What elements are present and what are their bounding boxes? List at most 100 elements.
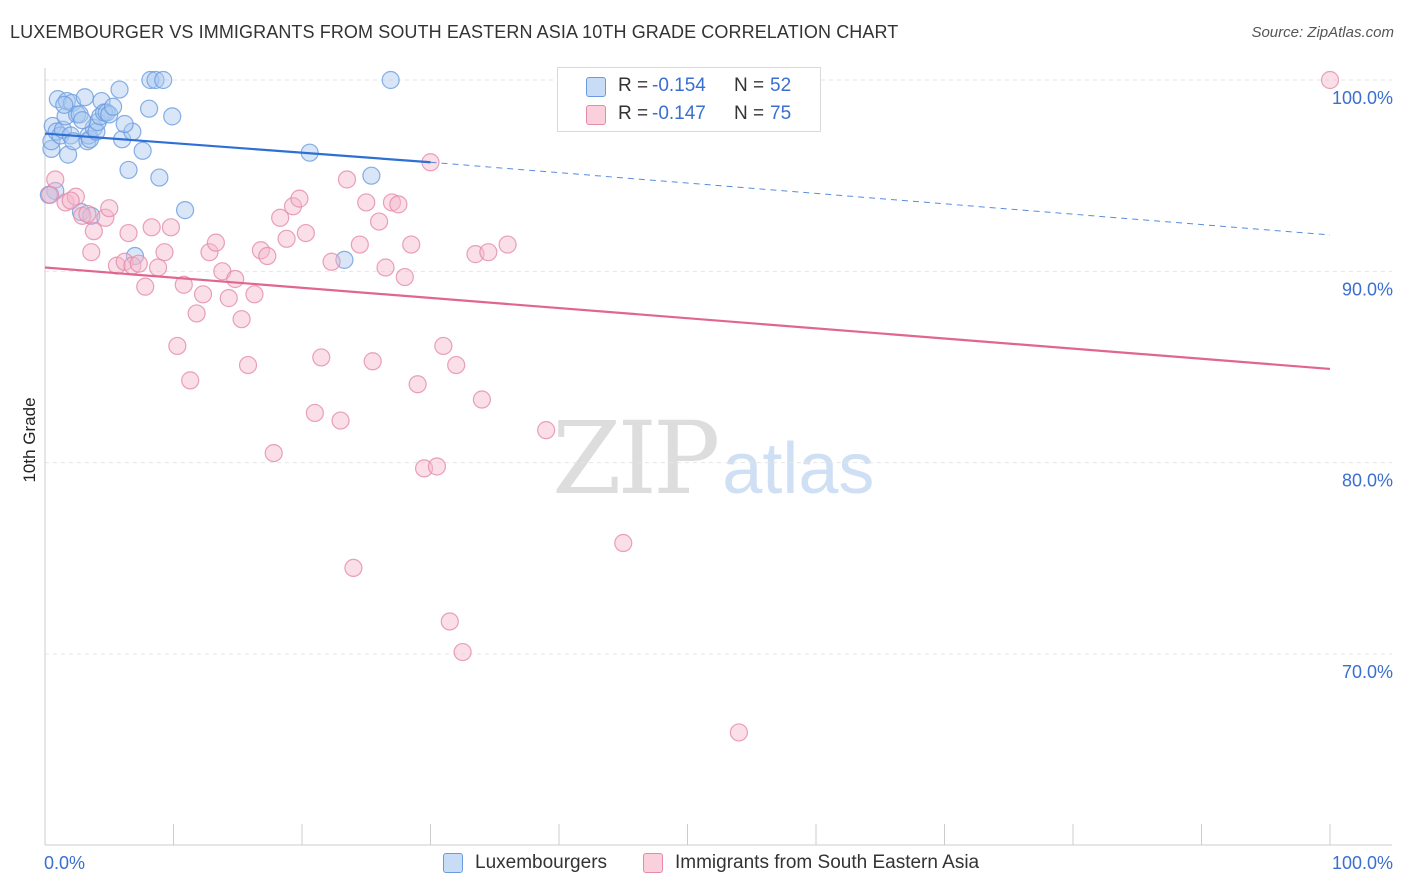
- legend-n-value: 75: [770, 103, 792, 124]
- immigrant-point: [370, 212, 389, 231]
- luxembourger-point: [42, 132, 61, 151]
- immigrant-point: [277, 229, 296, 248]
- immigrant-point: [84, 222, 103, 241]
- immigrant-point: [100, 199, 119, 218]
- luxembourger-point: [75, 88, 94, 107]
- stats-legend: R = -0.154 N = 52 R = -0.147 N = 75: [557, 67, 821, 132]
- luxembourger-point: [59, 145, 78, 164]
- luxembourger-point: [141, 70, 160, 90]
- legend-row-luxembourgers: R = -0.154 N = 52: [558, 72, 820, 100]
- immigrant-trend-line: [44, 266, 1331, 371]
- chart-title: LUXEMBOURGER VS IMMIGRANTS FROM SOUTH EA…: [10, 22, 899, 42]
- y-tick-label: 80.0%: [1342, 471, 1393, 491]
- immigrant-point: [206, 233, 226, 252]
- immigrant-point: [408, 375, 427, 394]
- y-axis-label: 10th Grade: [20, 397, 39, 483]
- luxembourger-point: [73, 111, 92, 130]
- legend-r-value: -0.147: [652, 103, 706, 124]
- luxembourger-point: [381, 70, 400, 90]
- immigrant-point: [357, 193, 376, 212]
- watermark-zip: ZIP: [552, 400, 720, 517]
- y-tick-label: 100.0%: [1332, 88, 1393, 108]
- immigrant-point: [331, 411, 350, 430]
- luxembourger-point: [139, 99, 159, 118]
- immigrant-point: [537, 421, 556, 440]
- bottom-legend-swatch-blue: [443, 853, 463, 873]
- legend-r-value: -0.154: [652, 75, 706, 96]
- luxembourger-point: [175, 201, 195, 220]
- source-label: Source: ZipAtlas.com: [1251, 24, 1394, 41]
- immigrant-point: [181, 371, 200, 390]
- immigrant-point: [96, 208, 115, 227]
- luxembourger-point: [362, 166, 381, 185]
- legend-r-label: R =: [618, 75, 649, 96]
- luxembourger-point: [150, 168, 169, 187]
- immigrant-point: [440, 612, 459, 631]
- luxembourger-point: [119, 160, 138, 180]
- luxembourger-point: [154, 70, 173, 90]
- legend-n-value: 52: [770, 75, 792, 96]
- immigrant-point: [245, 285, 264, 304]
- immigrant-point: [312, 348, 331, 367]
- immigrant-point: [363, 352, 382, 371]
- immigrant-point: [136, 277, 155, 296]
- immigrant-point: [142, 218, 161, 237]
- immigrant-point: [238, 355, 258, 375]
- immigrant-point: [305, 403, 324, 423]
- bottom-legend-label: Immigrants from South Eastern Asia: [675, 852, 980, 873]
- immigrant-point: [78, 204, 97, 224]
- immigrant-point: [290, 189, 309, 208]
- luxembourger-point: [110, 80, 129, 99]
- luxembourger-point: [55, 95, 74, 114]
- immigrant-point: [148, 258, 168, 277]
- immigrant-point: [402, 235, 421, 254]
- immigrant-point: [119, 223, 138, 243]
- immigrant-point: [447, 355, 466, 375]
- immigrant-point: [271, 208, 290, 227]
- legend-row-immigrants: R = -0.147 N = 75: [558, 100, 820, 128]
- immigrant-point: [46, 170, 65, 189]
- immigrant-point: [82, 243, 101, 262]
- immigrant-point: [395, 267, 414, 287]
- immigrant-point: [226, 269, 245, 289]
- luxembourger-point: [92, 91, 111, 111]
- bottom-legend-label: Luxembourgers: [475, 852, 608, 873]
- immigrant-point: [258, 246, 277, 266]
- immigrant-point: [453, 642, 472, 662]
- luxembourger-point: [133, 141, 152, 160]
- luxembourger-point: [42, 139, 61, 158]
- legend-swatch-pink: [586, 105, 606, 125]
- immigrant-point: [61, 191, 80, 210]
- y-tick-label: 90.0%: [1342, 279, 1393, 299]
- immigrant-point: [729, 723, 749, 742]
- watermark: ZIPatlas: [552, 400, 874, 517]
- immigrant-point: [168, 336, 187, 356]
- immigrant-point: [382, 193, 402, 212]
- x-tick-label: 100.0%: [1332, 853, 1393, 873]
- immigrant-point: [427, 457, 447, 476]
- luxembourger-trend-line: [44, 132, 431, 164]
- immigrant-point: [219, 289, 238, 308]
- legend-n-label: N =: [734, 75, 765, 96]
- immigrant-point: [232, 310, 251, 329]
- immigrant-point: [155, 243, 174, 262]
- legend-swatch-blue: [586, 77, 606, 97]
- immigrant-point: [614, 533, 633, 553]
- immigrant-point: [376, 258, 395, 277]
- legend-n-label: N =: [734, 103, 765, 124]
- luxembourger-point: [146, 70, 165, 90]
- immigrant-point: [389, 195, 408, 214]
- watermark-atlas: atlas: [722, 429, 875, 509]
- luxembourger-trend-extension: [430, 161, 1331, 236]
- immigrant-point: [434, 336, 453, 356]
- x-tick-label: 0.0%: [44, 853, 85, 873]
- luxembourger-point: [163, 107, 182, 126]
- immigrant-point: [193, 285, 213, 304]
- legend-r-label: R =: [618, 103, 649, 124]
- immigrant-point: [129, 254, 148, 273]
- luxembourger-point: [115, 114, 134, 134]
- immigrant-point: [264, 444, 283, 463]
- immigrant-point: [174, 275, 193, 294]
- immigrant-point: [350, 235, 369, 254]
- immigrant-point: [187, 304, 206, 323]
